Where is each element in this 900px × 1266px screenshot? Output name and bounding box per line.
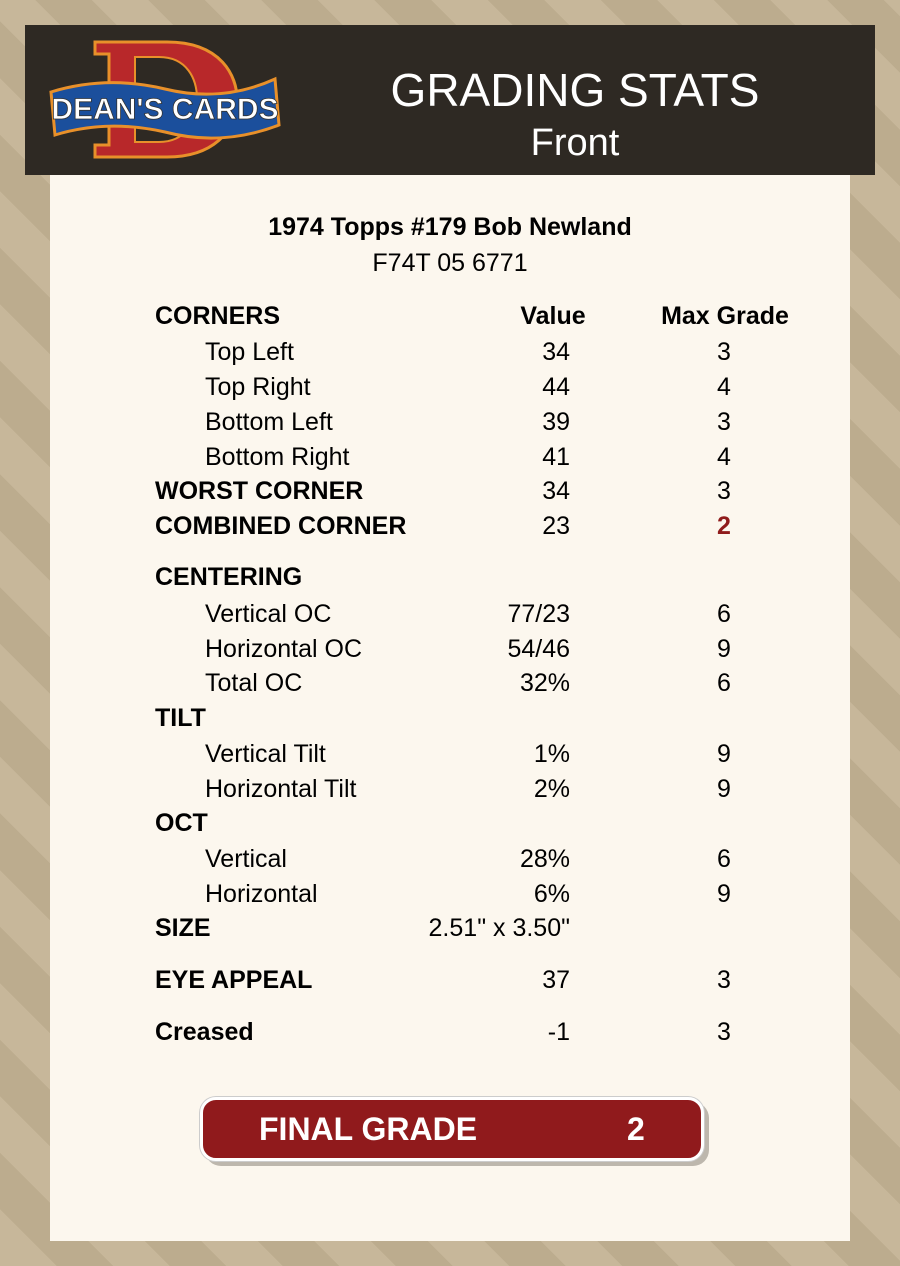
stat-value: 2% bbox=[533, 775, 570, 803]
stat-label: Vertical bbox=[205, 845, 287, 873]
stat-label: SIZE bbox=[155, 914, 211, 942]
stat-max-grade: 6 bbox=[717, 845, 731, 873]
stat-label: Vertical OC bbox=[205, 600, 332, 628]
stat-max-grade: 3 bbox=[717, 338, 731, 366]
stat-label: WORST CORNER bbox=[155, 477, 364, 505]
final-grade-value: 2 bbox=[627, 1111, 645, 1147]
stat-label: Horizontal bbox=[205, 880, 318, 908]
stat-row: CORNERS Value Max Grade bbox=[50, 301, 850, 331]
page-title: GRADING STATS bbox=[390, 64, 760, 116]
stat-label: TILT bbox=[155, 704, 206, 732]
stat-label: Vertical Tilt bbox=[205, 740, 326, 768]
stat-max-grade: 6 bbox=[717, 600, 731, 628]
card-id: F74T 05 6771 bbox=[372, 249, 528, 277]
stat-value: 6% bbox=[533, 880, 570, 908]
stat-max-grade: 9 bbox=[717, 775, 731, 803]
stat-max-grade: 6 bbox=[717, 669, 731, 697]
stat-value: 77/23 bbox=[507, 600, 570, 628]
stat-value: 2.51" x 3.50" bbox=[428, 914, 570, 942]
deans-cards-logo: DEAN'S CARDS bbox=[49, 40, 281, 159]
stat-max-grade: 4 bbox=[717, 443, 731, 471]
stat-row: Bottom Right 41 4 bbox=[50, 442, 850, 472]
stat-row: Horizontal 6% 9 bbox=[50, 879, 850, 909]
stat-label: Bottom Left bbox=[205, 408, 333, 436]
value-column-header: Value bbox=[520, 302, 586, 330]
stat-value: 32% bbox=[519, 669, 570, 697]
stat-label: COMBINED CORNER bbox=[155, 512, 407, 540]
stat-label: Horizontal OC bbox=[205, 635, 362, 663]
stat-label: EYE APPEAL bbox=[155, 966, 313, 994]
stat-row: EYE APPEAL 37 3 bbox=[50, 965, 850, 995]
card-name: 1974 Topps #179 Bob Newland bbox=[268, 213, 632, 241]
final-grade-label: FINAL GRADE bbox=[259, 1111, 478, 1147]
stat-row: SIZE 2.51" x 3.50" bbox=[50, 913, 850, 943]
stat-value: 44 bbox=[542, 373, 570, 401]
stat-row: Vertical 28% 6 bbox=[50, 844, 850, 874]
stat-row: Bottom Left 39 3 bbox=[50, 407, 850, 437]
stat-label: Creased bbox=[155, 1018, 254, 1046]
stat-label: OCT bbox=[155, 809, 208, 837]
stat-row: CENTERING bbox=[50, 562, 850, 592]
stat-row: Horizontal Tilt 2% 9 bbox=[50, 774, 850, 804]
stat-label: Top Right bbox=[205, 373, 311, 401]
stat-value: 34 bbox=[542, 477, 570, 505]
stat-max-grade: 3 bbox=[717, 408, 731, 436]
stat-max-grade: 3 bbox=[717, 966, 731, 994]
stat-value: 28% bbox=[519, 845, 570, 873]
stat-value: 41 bbox=[542, 443, 570, 471]
stat-row: COMBINED CORNER 23 2 bbox=[50, 511, 850, 541]
stat-row: Total OC 32% 6 bbox=[50, 668, 850, 698]
stat-value: 23 bbox=[542, 512, 570, 540]
stat-row: Vertical Tilt 1% 9 bbox=[50, 739, 850, 769]
stat-max-grade: 3 bbox=[717, 1018, 731, 1046]
stat-max-grade: 3 bbox=[717, 477, 731, 505]
stat-row: Vertical OC 77/23 6 bbox=[50, 599, 850, 629]
stat-row: TILT bbox=[50, 703, 850, 733]
stat-value: 1% bbox=[533, 740, 570, 768]
stat-value: 34 bbox=[542, 338, 570, 366]
stat-max-grade: 2 bbox=[717, 512, 731, 540]
stat-max-grade: 4 bbox=[717, 373, 731, 401]
stat-row: Top Right 44 4 bbox=[50, 372, 850, 402]
stat-max-grade: 9 bbox=[717, 880, 731, 908]
stat-label: CORNERS bbox=[155, 302, 281, 330]
page-subtitle: Front bbox=[530, 122, 620, 164]
stat-row: WORST CORNER 34 3 bbox=[50, 476, 850, 506]
stat-row: OCT bbox=[50, 808, 850, 838]
stat-value: 37 bbox=[542, 966, 570, 994]
svg-text:DEAN'S CARDS: DEAN'S CARDS bbox=[51, 93, 278, 126]
stat-value: 39 bbox=[542, 408, 570, 436]
stat-value: -1 bbox=[547, 1018, 570, 1046]
stat-max-grade: 9 bbox=[717, 740, 731, 768]
stat-row: Top Left 34 3 bbox=[50, 337, 850, 367]
stat-label: Horizontal Tilt bbox=[205, 775, 357, 803]
header: DEAN'S CARDS GRADING STATS Front bbox=[25, 25, 875, 175]
stat-label: CENTERING bbox=[155, 563, 303, 591]
stat-value: 54/46 bbox=[507, 635, 570, 663]
stat-row: Horizontal OC 54/46 9 bbox=[50, 634, 850, 664]
stat-row: Creased -1 3 bbox=[50, 1017, 850, 1047]
stat-label: Top Left bbox=[205, 338, 294, 366]
max-grade-column-header: Max Grade bbox=[661, 302, 789, 330]
stat-label: Bottom Right bbox=[205, 443, 350, 471]
stats-panel: 1974 Topps #179 Bob Newland F74T 05 6771… bbox=[50, 175, 850, 1241]
final-grade-badge: FINAL GRADE 2 bbox=[200, 1097, 704, 1161]
stat-max-grade: 9 bbox=[717, 635, 731, 663]
stat-label: Total OC bbox=[205, 669, 303, 697]
